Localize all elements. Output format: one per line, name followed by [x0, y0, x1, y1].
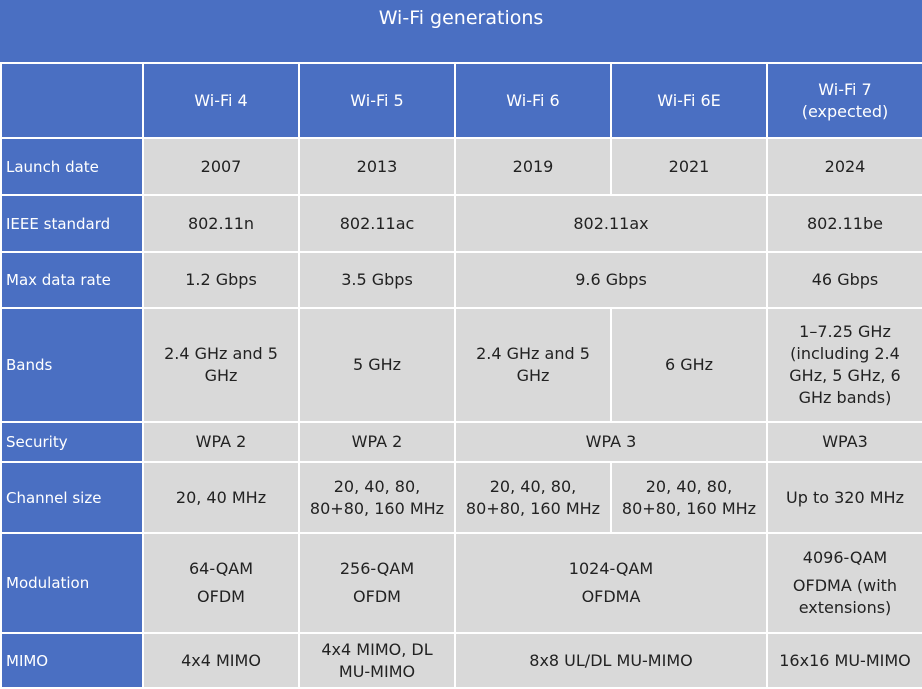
header-row: Wi-Fi 4 Wi-Fi 5 Wi-Fi 6 Wi-Fi 6E Wi-Fi 7 (ex…	[0, 62, 922, 139]
column-header-text: Wi-Fi 5	[350, 90, 404, 110]
cell: 802.11n	[142, 194, 300, 253]
row-label: Bands	[0, 307, 144, 423]
row-label: Launch date	[0, 137, 144, 196]
row: MIMO 4x4 MIMO 4x4 MIMO, DL MU-MIMO 8x8 UL/D…	[0, 632, 922, 689]
cell: 64-QAM OFDM	[142, 532, 300, 634]
cell: 6 GHz	[610, 307, 768, 423]
cell: 20, 40, 80, 80+80, 160 MHz	[298, 461, 456, 534]
cell: 9.6 Gbps	[454, 251, 768, 309]
cell: WPA3	[766, 421, 922, 463]
cell: WPA 3	[454, 421, 768, 463]
column-header: Wi-Fi 6	[454, 62, 612, 139]
cell-line: 256-QAM	[339, 559, 415, 578]
row-label: IEEE standard	[0, 194, 144, 253]
column-header-text: Wi-Fi 4	[194, 90, 248, 110]
cell: 2024	[766, 137, 922, 196]
cell: WPA 2	[298, 421, 456, 463]
cell: 1024-QAM OFDMA	[454, 532, 768, 634]
row: IEEE standard 802.11n 802.11ac 802.11ax 802.…	[0, 194, 922, 253]
row: Max data rate 1.2 Gbps 3.5 Gbps 9.6 Gbps 46 …	[0, 251, 922, 309]
cell-line: OFDM	[197, 587, 245, 606]
cell: 4x4 MIMO	[142, 632, 300, 689]
cell: 46 Gbps	[766, 251, 922, 309]
cell: 20, 40, 80, 80+80, 160 MHz	[454, 461, 612, 534]
cell: 2.4 GHz and 5 GHz	[142, 307, 300, 423]
cell: 2007	[142, 137, 300, 196]
column-header: Wi-Fi 7 (expected)	[766, 62, 922, 139]
cell-line: 1024-QAM	[568, 559, 654, 578]
cell: 802.11be	[766, 194, 922, 253]
cell: 4096-QAM OFDMA (with extensions)	[766, 532, 922, 634]
row: Channel size 20, 40 MHz 20, 40, 80, 80+80,…	[0, 461, 922, 534]
table: Wi-Fi 4 Wi-Fi 5 Wi-Fi 6 Wi-Fi 6E Wi-Fi 7 (ex…	[0, 62, 922, 689]
cell-line: OFDM	[353, 587, 401, 606]
cell: 2013	[298, 137, 456, 196]
column-header-text: Wi-Fi 7 (expected)	[801, 79, 889, 121]
row-label: MIMO	[0, 632, 144, 689]
title-bar: Wi-Fi generations	[0, 0, 922, 62]
row: Security WPA 2 WPA 2 WPA 3 WPA3	[0, 421, 922, 463]
row-label: Modulation	[0, 532, 144, 634]
column-header: Wi-Fi 6E	[610, 62, 768, 139]
row: Modulation 64-QAM OFDM 256-QAM OFDM 1024-QAM O…	[0, 532, 922, 634]
cell-line: 64-QAM	[188, 559, 254, 578]
column-header-text: Wi-Fi 6	[506, 90, 560, 110]
cell: 802.11ax	[454, 194, 768, 253]
cell-line: OFDMA (with extensions)	[792, 576, 898, 617]
cell: Up to 320 MHz	[766, 461, 922, 534]
cell-line: 4096-QAM	[802, 548, 888, 567]
cell: 802.11ac	[298, 194, 456, 253]
cell-line: OFDMA	[581, 587, 641, 606]
cell: 20, 40 MHz	[142, 461, 300, 534]
cell: 8x8 UL/DL MU-MIMO	[454, 632, 768, 689]
row-label: Channel size	[0, 461, 144, 534]
cell: 4x4 MIMO, DL MU-MIMO	[298, 632, 456, 689]
row-label: Security	[0, 421, 144, 463]
corner-cell	[0, 62, 144, 139]
column-header: Wi-Fi 4	[142, 62, 300, 139]
cell: 2019	[454, 137, 612, 196]
row-label: Max data rate	[0, 251, 144, 309]
cell: 20, 40, 80, 80+80, 160 MHz	[610, 461, 768, 534]
cell: 1.2 Gbps	[142, 251, 300, 309]
column-header: Wi-Fi 5	[298, 62, 456, 139]
cell: 256-QAM OFDM	[298, 532, 456, 634]
cell: WPA 2	[142, 421, 300, 463]
cell: 1–7.25 GHz (including 2.4 GHz, 5 GHz, 6 …	[766, 307, 922, 423]
cell: 2.4 GHz and 5 GHz	[454, 307, 612, 423]
cell: 3.5 Gbps	[298, 251, 456, 309]
row: Bands 2.4 GHz and 5 GHz 5 GHz 2.4 GHz and 5…	[0, 307, 922, 423]
cell: 2021	[610, 137, 768, 196]
cell: 16x16 MU-MIMO	[766, 632, 922, 689]
cell: 5 GHz	[298, 307, 456, 423]
row: Launch date 2007 2013 2019 2021 2024	[0, 137, 922, 196]
column-header-text: Wi-Fi 6E	[657, 90, 721, 110]
